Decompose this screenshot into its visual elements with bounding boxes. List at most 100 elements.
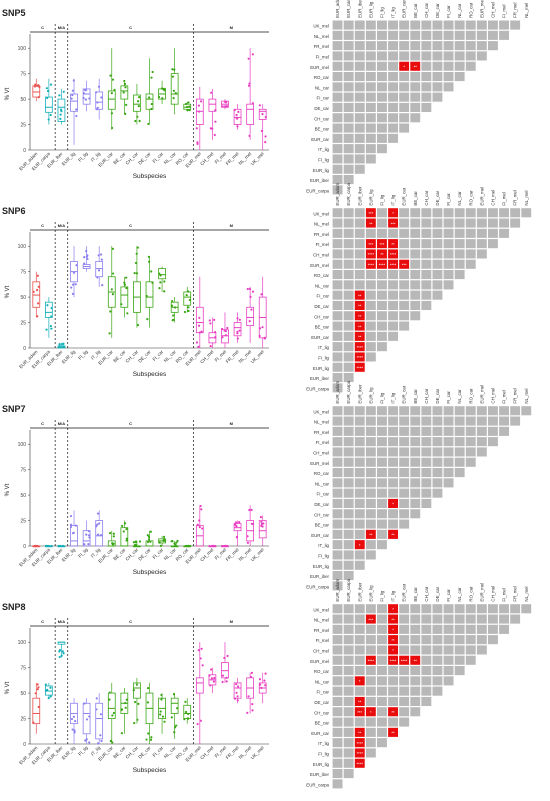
y-tick-label: 25 xyxy=(20,519,26,525)
matrix-cell xyxy=(377,72,387,82)
matrix-cell-significant xyxy=(399,61,410,71)
data-point xyxy=(110,126,114,130)
data-point xyxy=(72,79,75,82)
matrix-cell xyxy=(365,133,376,143)
box-iqr xyxy=(195,677,204,694)
matrix-row-label: FI_mel xyxy=(316,55,329,60)
matrix-cell xyxy=(332,437,343,447)
matrix-cell xyxy=(399,239,410,249)
matrix-row-label: FR_mel xyxy=(314,628,329,633)
data-point xyxy=(146,701,150,704)
data-point xyxy=(160,87,164,90)
matrix-col-label: FR_mel xyxy=(513,586,518,601)
matrix-cell xyxy=(332,208,343,218)
data-point xyxy=(174,92,177,95)
box-nl_mel xyxy=(246,671,254,714)
data-point xyxy=(238,318,241,321)
matrix-col-label: FR_mel xyxy=(513,190,518,205)
box-iqr xyxy=(183,704,192,719)
matrix-cell xyxy=(399,676,410,686)
matrix-cell xyxy=(443,457,454,467)
matrix-cell xyxy=(388,61,398,71)
matrix-cell xyxy=(343,666,354,676)
box-nl_car xyxy=(170,692,179,739)
data-point xyxy=(171,299,174,303)
matrix-cell xyxy=(354,717,365,727)
matrix-cell xyxy=(343,41,354,51)
data-point xyxy=(35,288,39,292)
significance-label: * xyxy=(392,211,394,216)
matrix-cell xyxy=(388,280,398,290)
matrix-cell xyxy=(332,185,343,195)
group-label: C xyxy=(41,25,44,30)
y-tick-label: 0 xyxy=(23,148,26,154)
box-fi_mel xyxy=(220,312,229,348)
data-point xyxy=(220,327,224,331)
matrix-cell xyxy=(365,604,376,614)
y-tick-label: 0 xyxy=(23,346,26,352)
matrix-cell xyxy=(421,249,432,259)
matrix-cell xyxy=(443,604,454,614)
matrix-row-label: EUR_lig xyxy=(313,564,330,569)
matrix-cell xyxy=(343,51,354,61)
significance-label: **** xyxy=(356,366,363,371)
matrix-cell xyxy=(499,218,509,228)
matrix-cell xyxy=(354,560,365,570)
matrix-cell-significant xyxy=(365,707,376,717)
box-iqr xyxy=(258,108,267,120)
matrix-cell xyxy=(377,416,387,426)
x-tick-label: FR_mel xyxy=(225,547,240,562)
matrix-cell xyxy=(399,498,410,508)
matrix-cell xyxy=(343,92,354,102)
data-point xyxy=(209,322,212,325)
matrix-cell xyxy=(343,154,354,164)
data-point xyxy=(37,84,40,87)
data-point xyxy=(225,101,228,104)
matrix-cell xyxy=(332,758,343,768)
data-point xyxy=(95,525,98,528)
matrix-cell xyxy=(410,406,421,416)
matrix-row-label: FI_mel xyxy=(316,242,329,247)
group-label: C xyxy=(129,223,132,228)
data-point xyxy=(147,255,150,258)
data-point xyxy=(100,258,103,261)
data-point xyxy=(62,652,65,655)
matrix-cell xyxy=(332,290,343,300)
matrix-cell xyxy=(343,82,354,92)
matrix-cell xyxy=(410,468,421,478)
matrix-cell xyxy=(421,676,432,686)
matrix-cell xyxy=(421,457,432,467)
data-point xyxy=(213,318,216,321)
matrix-row-label: EUR_carpa xyxy=(306,584,329,589)
data-point xyxy=(183,718,186,721)
data-point xyxy=(201,527,204,530)
matrix-row-label: FI_mel xyxy=(316,638,329,643)
box-iqr xyxy=(133,94,141,112)
matrix-cell xyxy=(488,406,498,416)
data-point xyxy=(247,57,250,60)
matrix-row-label: UK_mel xyxy=(313,211,329,216)
matrix-cell xyxy=(443,51,454,61)
matrix-cell xyxy=(388,113,398,123)
significance-label: **** xyxy=(390,252,397,257)
matrix-cell xyxy=(443,61,454,71)
box-de_car xyxy=(145,530,154,547)
significance-label: * xyxy=(392,648,394,653)
data-point xyxy=(36,274,39,277)
matrix-cell xyxy=(488,41,498,51)
data-point xyxy=(158,287,161,290)
data-point xyxy=(147,535,151,538)
data-point xyxy=(85,255,89,258)
data-point xyxy=(83,256,86,259)
data-point xyxy=(148,260,151,263)
data-point xyxy=(195,127,198,130)
matrix-col-label: NL_car xyxy=(457,389,462,404)
box-eur_carpa xyxy=(45,297,53,338)
data-point xyxy=(71,728,74,731)
data-point xyxy=(236,695,239,698)
x-tick-label: CH_car xyxy=(125,745,140,760)
matrix-col-label: NL_mel xyxy=(524,190,529,205)
data-point xyxy=(70,286,73,289)
box-iqr xyxy=(95,520,104,547)
